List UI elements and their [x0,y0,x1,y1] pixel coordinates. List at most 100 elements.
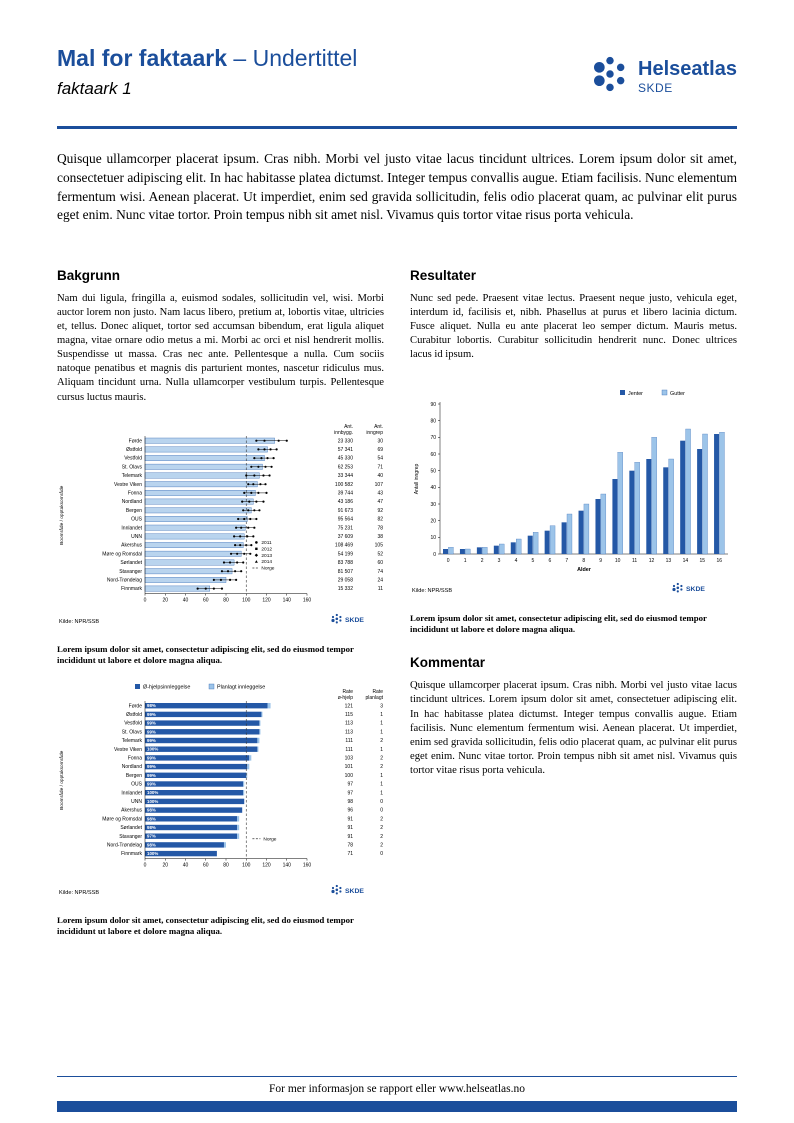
svg-text:15 332: 15 332 [338,586,354,592]
svg-text:Vestfold: Vestfold [124,720,142,726]
svg-text:SKDE: SKDE [345,617,364,624]
svg-text:95 564: 95 564 [338,516,354,522]
title-main: Mal for faktaark [57,45,228,71]
svg-text:Innlandet: Innlandet [121,525,142,531]
svg-text:UNN: UNN [131,534,142,540]
logo-org: SKDE [638,81,673,95]
svg-text:113: 113 [345,720,353,726]
svg-text:Akershus: Akershus [121,542,142,548]
svg-text:52: 52 [377,551,383,557]
svg-text:Sørlandet: Sørlandet [120,825,142,831]
svg-text:1: 1 [380,720,383,726]
svg-text:100 582: 100 582 [335,481,353,487]
chart2-caption: Lorem ipsum dolor sit amet, consectetur … [57,914,354,936]
svg-text:Vestre Viken: Vestre Viken [114,481,142,487]
svg-text:83 788: 83 788 [338,560,354,566]
svg-text:100%: 100% [147,798,158,803]
page-title: Mal for faktaark – Undertittel [57,45,737,71]
svg-text:57 341: 57 341 [338,447,354,453]
svg-text:97: 97 [347,790,353,796]
svg-text:74: 74 [377,568,383,574]
doc-label: faktaark 1 [57,79,132,99]
svg-text:140: 140 [283,597,292,603]
header-rule [57,126,737,129]
svg-text:2014: 2014 [261,559,272,565]
svg-text:71: 71 [377,464,383,470]
svg-text:Telemark: Telemark [122,473,143,479]
svg-text:2013: 2013 [261,552,272,558]
svg-text:Finnmark: Finnmark [121,586,142,592]
svg-text:113: 113 [345,729,353,735]
svg-text:Nord-Trøndelag: Nord-Trøndelag [107,577,142,583]
svg-text:98%: 98% [147,825,156,830]
svg-text:Ant.: Ant. [374,424,383,430]
svg-text:OUS: OUS [131,781,143,787]
svg-text:Innlandet: Innlandet [121,790,142,796]
svg-text:98%: 98% [147,703,156,708]
logo-name: Helseatlas [638,58,737,80]
svg-text:80: 80 [223,862,229,868]
helseatlas-dots-icon [590,54,630,99]
svg-text:Norge: Norge [263,836,276,842]
svg-text:39 744: 39 744 [338,490,354,496]
svg-text:43: 43 [377,490,383,496]
svg-text:45 330: 45 330 [338,455,354,461]
kommentar-body: Quisque ullamcorper placerat ipsum. Cras… [410,680,737,776]
svg-text:Bergen: Bergen [126,508,142,514]
svg-text:2: 2 [380,833,383,839]
svg-text:99%: 99% [147,755,156,760]
svg-text:4: 4 [515,558,518,564]
svg-text:20: 20 [430,519,436,525]
svg-text:2: 2 [380,738,383,744]
svg-text:Kilde: NPR/SSB: Kilde: NPR/SSB [59,619,99,625]
svg-text:82: 82 [377,516,383,522]
svg-text:91 673: 91 673 [338,508,354,514]
svg-text:Stavanger: Stavanger [119,833,142,839]
svg-text:81 507: 81 507 [338,568,354,574]
chart-admission-type: Ø-hjelpsinnleggelse Planlagt innleggelse R… [57,680,384,907]
svg-text:2: 2 [380,816,383,822]
svg-text:60: 60 [203,862,209,868]
svg-text:99%: 99% [147,738,156,743]
svg-text:40: 40 [183,862,189,868]
svg-text:St. Olavs: St. Olavs [122,464,143,470]
svg-text:92: 92 [377,508,383,514]
svg-text:3: 3 [498,558,501,564]
svg-text:100%: 100% [147,851,158,856]
svg-text:Vestfold: Vestfold [124,455,142,461]
svg-text:120: 120 [262,862,271,868]
svg-text:70: 70 [430,436,436,442]
svg-text:30: 30 [430,502,436,508]
svg-text:0: 0 [447,558,450,564]
two-column-layout: Bakgrunn Nam dui ligula, fringilla a, eu… [57,268,737,937]
kommentar-heading: Kommentar [410,655,486,671]
svg-text:ø-hjelp: ø-hjelp [338,695,354,701]
chart3-caption: Lorem ipsum dolor sit amet, consectetur … [410,613,707,635]
svg-text:140: 140 [283,862,292,868]
svg-text:99%: 99% [147,711,156,716]
skde-mini-logo: SKDE [331,884,364,895]
svg-text:60: 60 [430,452,436,458]
svg-text:1: 1 [380,781,383,787]
svg-text:15: 15 [700,558,706,564]
svg-text:111: 111 [345,746,353,752]
svg-text:62 253: 62 253 [338,464,354,470]
svg-text:54 199: 54 199 [338,551,354,557]
svg-text:120: 120 [262,597,271,603]
svg-text:108 469: 108 469 [335,542,353,548]
svg-text:Ant.: Ant. [344,424,353,430]
svg-text:99%: 99% [147,764,156,769]
svg-text:20: 20 [162,862,168,868]
svg-text:inngrep: inngrep [366,430,383,436]
svg-text:Boområde / opptaksområde: Boområde / opptaksområde [58,485,65,545]
svg-text:planlagt: planlagt [365,695,383,701]
svg-text:24: 24 [377,577,383,583]
svg-text:SKDE: SKDE [345,888,364,895]
svg-text:Rate: Rate [342,689,353,695]
svg-text:60: 60 [377,560,383,566]
svg-text:100: 100 [242,597,251,603]
svg-text:99%: 99% [147,781,156,786]
svg-text:Førde: Førde [129,703,143,709]
